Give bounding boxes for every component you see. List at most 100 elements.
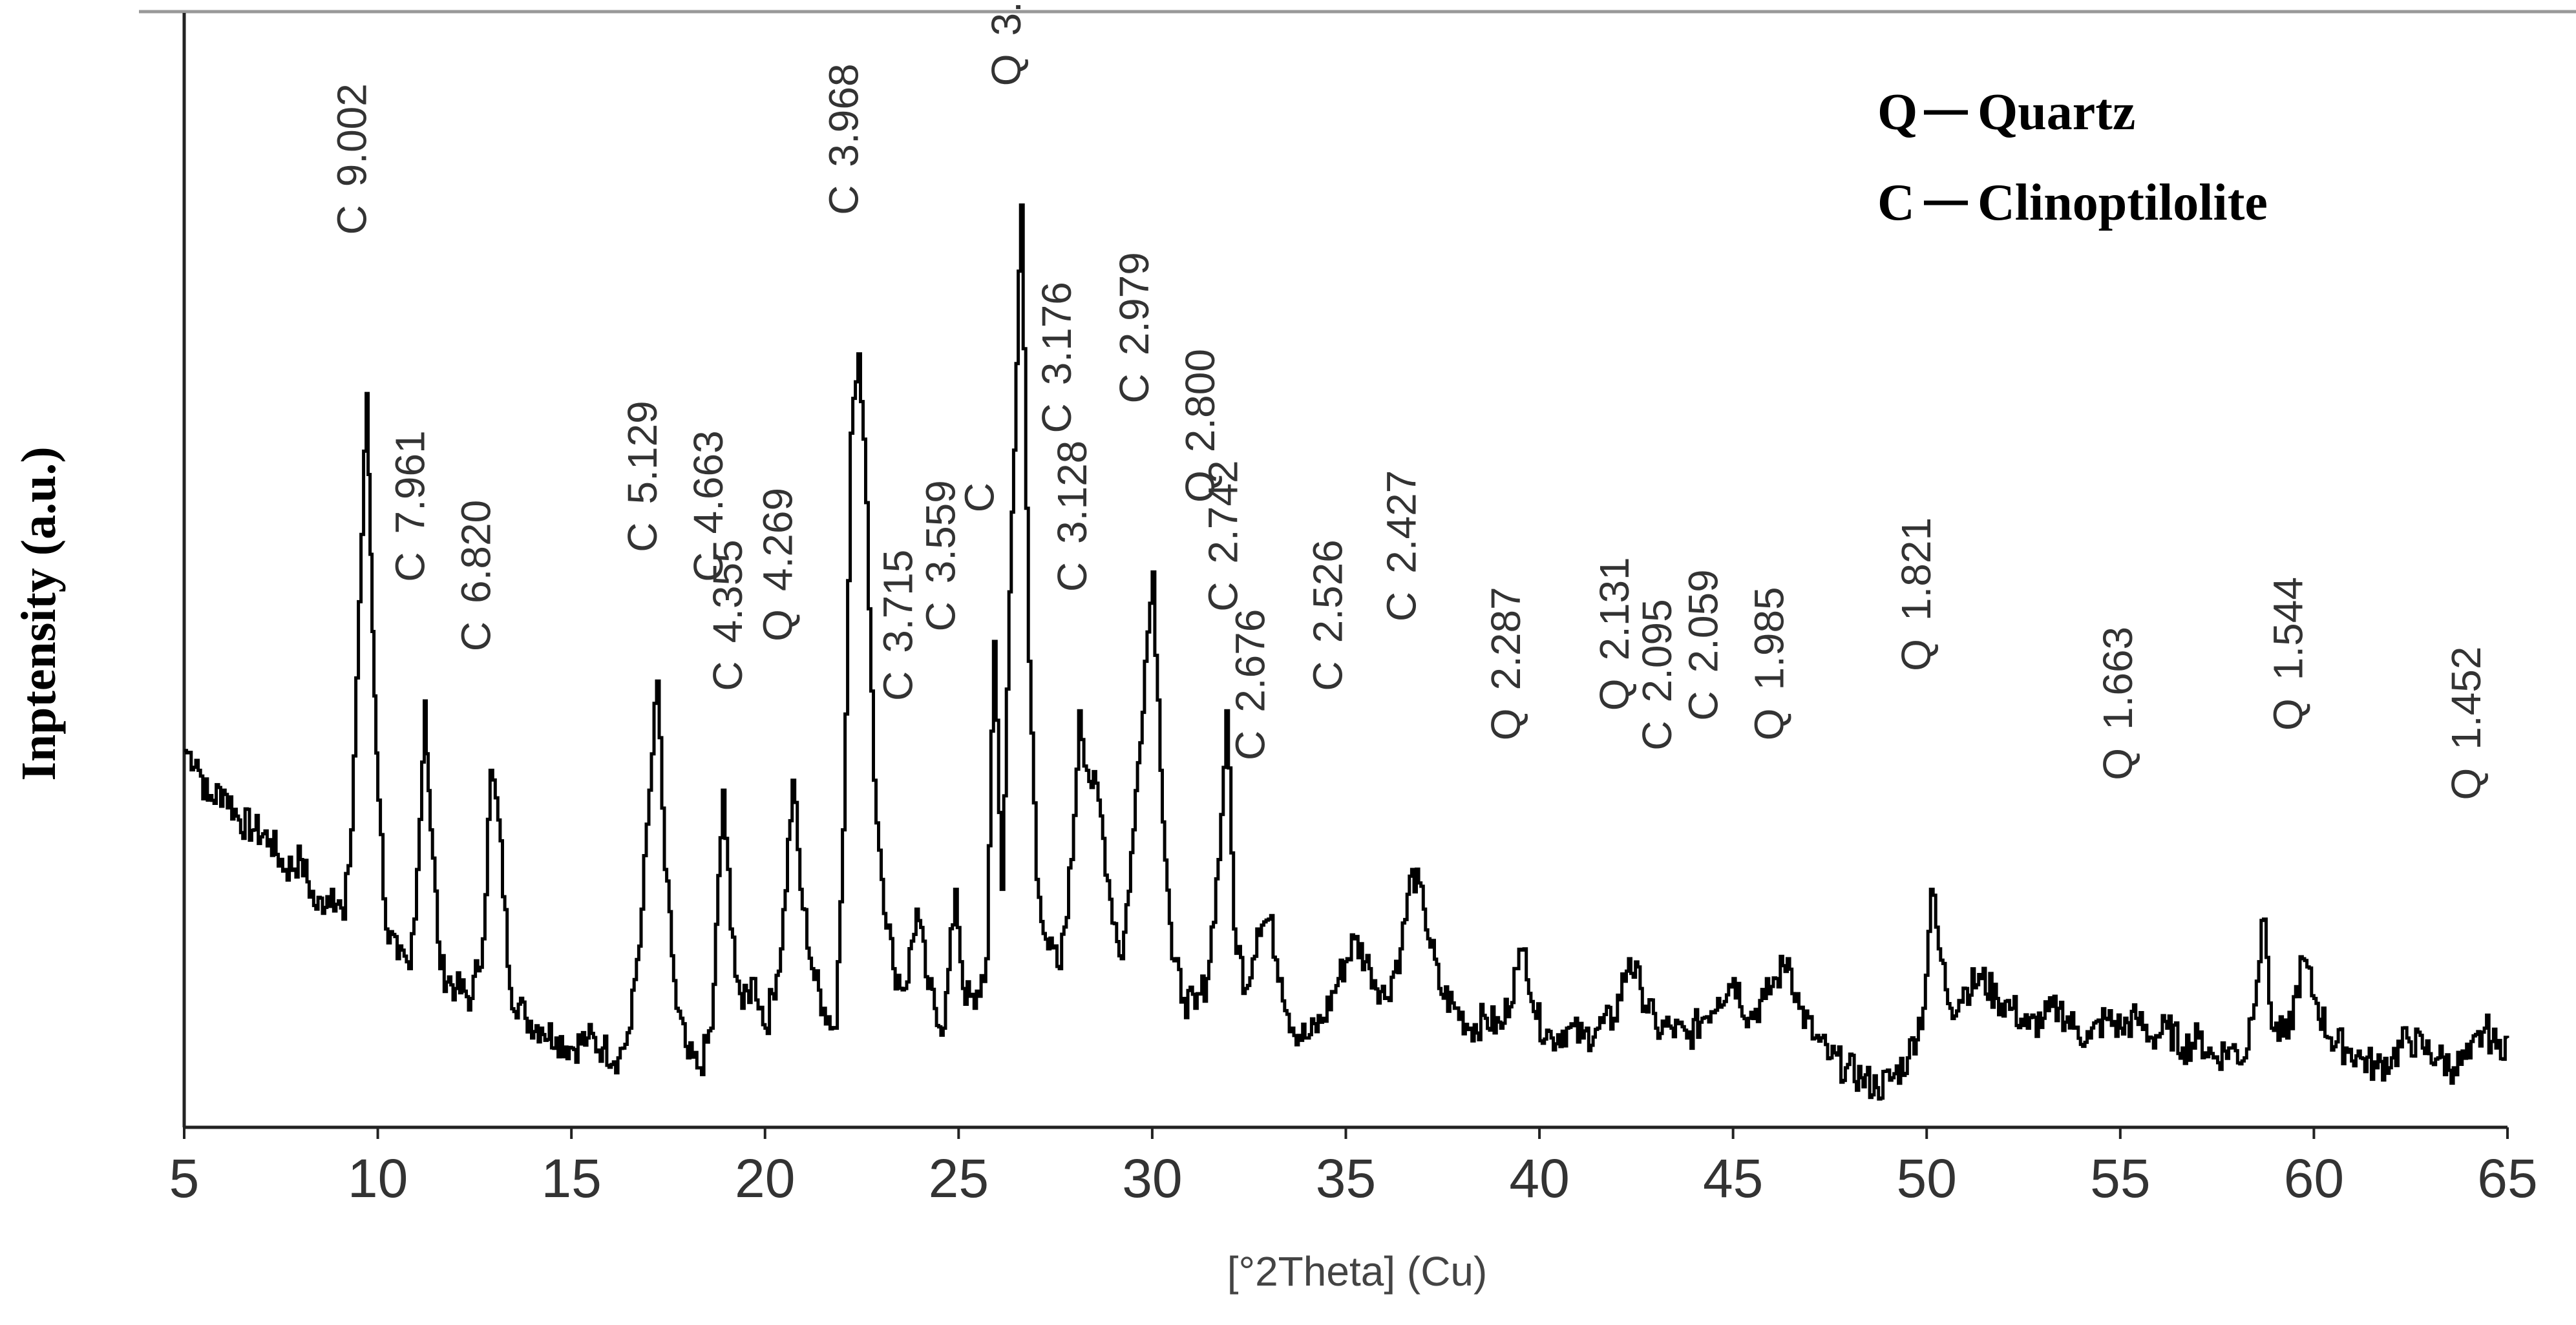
- peak-label-1: C 7.961: [387, 430, 434, 581]
- peak-d-spacing: 4.663: [685, 430, 732, 534]
- peak-d-spacing: 2.742: [1200, 460, 1247, 563]
- peak-d-spacing: 2.526: [1305, 539, 1351, 643]
- peak-phase: Q: [1483, 709, 1529, 741]
- peak-label-18: C 2.526: [1305, 539, 1351, 691]
- peak-label-28: Q 1.452: [2443, 647, 2489, 800]
- peak-phase: C: [1680, 691, 1727, 720]
- peak-d-spacing: 3.128: [1049, 441, 1095, 544]
- peak-phase: C: [1378, 592, 1424, 621]
- peak-phase: C: [1227, 731, 1274, 760]
- peak-d-spacing: 3.968: [821, 63, 867, 167]
- peak-phase: C: [387, 552, 434, 581]
- peak-phase: C: [619, 522, 666, 552]
- peak-d-spacing: 2.131: [1591, 557, 1638, 660]
- peak-label-0: C 9.002: [329, 83, 375, 235]
- peak-label-24: Q 1.985: [1746, 587, 1793, 740]
- peak-d-spacing: 5.129: [619, 401, 666, 504]
- peak-d-spacing: 4.269: [755, 488, 801, 591]
- peak-d-spacing: 3.715: [874, 550, 921, 653]
- peak-label-17: C 2.676: [1227, 609, 1274, 760]
- x-tick-label-60: 60: [2284, 1148, 2344, 1209]
- peak-d-spacing: 2.676: [1227, 609, 1274, 713]
- peak-phase: C: [685, 552, 732, 581]
- peak-phase: C: [1049, 562, 1095, 592]
- peak-d-spacing: 2.427: [1378, 470, 1424, 574]
- peak-phase: C: [821, 185, 867, 215]
- peak-phase: C: [329, 205, 375, 235]
- peak-label-15: Q 2.800: [1177, 349, 1223, 503]
- peak-label-12: C 3.176: [1033, 282, 1080, 433]
- legend-name-1: Clinoptilolite: [1978, 174, 2268, 231]
- peak-phase: C: [704, 661, 751, 691]
- peak-phase: C: [956, 483, 1002, 512]
- peak-phase: C: [1111, 373, 1157, 403]
- x-tick-label-25: 25: [929, 1148, 989, 1209]
- peak-d-spacing: 3.559: [917, 480, 964, 583]
- peak-phase: C: [1033, 403, 1080, 433]
- x-tick-label-10: 10: [348, 1148, 408, 1209]
- trace: [184, 203, 2509, 1101]
- peak-phase: Q: [983, 54, 1029, 87]
- x-tick-label-15: 15: [541, 1148, 601, 1209]
- peak-label-8: C 3.715: [874, 550, 921, 701]
- peak-d-spacing: 2.059: [1680, 569, 1727, 673]
- peak-d-spacing: 4.355: [704, 539, 751, 643]
- peak-phase: C: [1634, 720, 1680, 750]
- peak-d-spacing: 2.287: [1483, 587, 1529, 690]
- x-tick-label-5: 5: [169, 1148, 200, 1209]
- peak-label-10: C: [956, 483, 1002, 512]
- peak-label-4: C 4.663: [685, 430, 732, 581]
- peak-d-spacing: 2.800: [1177, 349, 1223, 452]
- peak-d-spacing: 2.979: [1111, 252, 1157, 355]
- peak-phase: C: [452, 621, 499, 651]
- legend-name-0: Quartz: [1978, 84, 2135, 141]
- x-tick-label-20: 20: [735, 1148, 795, 1209]
- peak-d-spacing: 1.821: [1893, 517, 1939, 621]
- y-axis-label: Inptensity (a.u.): [12, 446, 66, 780]
- peak-phase: Q: [2443, 768, 2489, 800]
- peak-phase: Q: [1893, 639, 1939, 671]
- peak-label-16: C 2.742: [1200, 460, 1247, 611]
- peak-d-spacing: 3.353: [983, 0, 1029, 36]
- legend-symbol-1: C: [1877, 174, 1915, 231]
- peak-label-7: C 3.968: [821, 63, 867, 214]
- peak-label-22: C 2.095: [1634, 599, 1680, 750]
- peak-phase: C: [917, 601, 964, 631]
- peak-phase: C: [1200, 582, 1247, 612]
- peak-phase: Q: [2095, 748, 2141, 780]
- peak-phase: Q: [1591, 679, 1638, 711]
- xrd-trace-line: [184, 203, 2509, 1101]
- peak-label-21: Q 2.131: [1591, 557, 1638, 711]
- peak-label-20: Q 2.287: [1483, 587, 1529, 740]
- x-axis-label: [°2Theta] (Cu): [1227, 1248, 1488, 1295]
- x-tick-label-40: 40: [1509, 1148, 1569, 1209]
- peak-phase: Q: [1746, 709, 1793, 741]
- legend-symbol-0: Q: [1877, 84, 1917, 141]
- peak-label-5: C 4.355: [704, 539, 751, 691]
- x-tick-label-50: 50: [1897, 1148, 1957, 1209]
- peak-label-14: C 2.979: [1111, 252, 1157, 403]
- peak-label-3: C 5.129: [619, 401, 666, 552]
- peak-d-spacing: 6.820: [452, 500, 499, 603]
- peak-label-13: C 3.128: [1049, 441, 1095, 592]
- peak-label-9: C 3.559: [917, 480, 964, 631]
- peak-label-26: Q 1.663: [2095, 627, 2141, 780]
- x-tick-label-30: 30: [1122, 1148, 1182, 1209]
- peak-d-spacing: 7.961: [387, 430, 434, 534]
- peak-label-11: Q 3.353: [983, 0, 1029, 86]
- x-tick-label-35: 35: [1316, 1148, 1376, 1209]
- peak-d-spacing: 1.663: [2095, 627, 2141, 730]
- peak-label-23: C 2.059: [1680, 569, 1727, 720]
- peak-d-spacing: 9.002: [329, 83, 375, 187]
- peak-phase: Q: [755, 609, 801, 642]
- x-tick-label-65: 65: [2477, 1148, 2537, 1209]
- peak-d-spacing: 3.176: [1033, 282, 1080, 385]
- peak-label-2: C 6.820: [452, 500, 499, 651]
- x-tick-label-45: 45: [1703, 1148, 1763, 1209]
- peak-phase: Q: [2265, 698, 2311, 731]
- peak-phase: C: [874, 671, 921, 701]
- peak-label-27: Q 1.544: [2265, 577, 2311, 731]
